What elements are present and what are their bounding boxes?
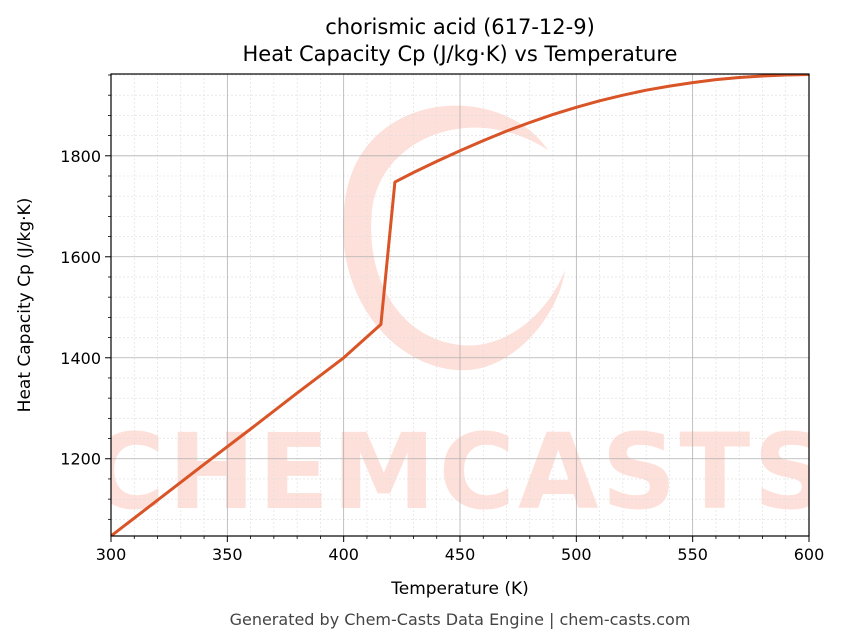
x-tick-label: 450	[445, 545, 476, 564]
y-tick-label: 1600	[60, 248, 101, 267]
y-axis-label: Heat Capacity Cp (J/kg·K)	[15, 198, 35, 413]
y-tick-label: 1200	[60, 450, 101, 469]
x-axis-label: Temperature (K)	[390, 579, 529, 599]
x-tick-label: 300	[96, 545, 127, 564]
x-tick-label: 500	[561, 545, 592, 564]
series-line-heat-capacity	[111, 74, 809, 536]
y-tick-label: 1800	[60, 147, 101, 166]
y-axis: 1200 1400 1600 1800	[60, 74, 111, 520]
x-tick-label: 400	[328, 545, 359, 564]
footer-credit: Generated by Chem-Casts Data Engine | ch…	[230, 610, 691, 629]
x-tick-label: 550	[677, 545, 708, 564]
x-axis: 300 350 400 450 500 550 600	[96, 536, 825, 564]
x-tick-label: 350	[212, 545, 243, 564]
chart-title-line2: Heat Capacity Cp (J/kg·K) vs Temperature	[243, 42, 678, 66]
x-tick-label: 600	[794, 545, 825, 564]
y-tick-label: 1400	[60, 349, 101, 368]
chart-title-line1: chorismic acid (617-12-9)	[325, 15, 595, 39]
